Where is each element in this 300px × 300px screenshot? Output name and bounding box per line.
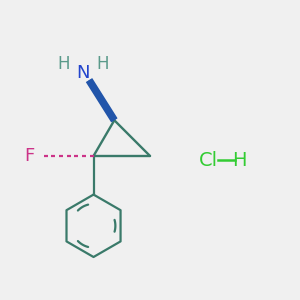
- Text: F: F: [25, 147, 35, 165]
- Text: H: H: [58, 55, 70, 73]
- Text: H: H: [232, 151, 246, 170]
- Text: H: H: [96, 55, 109, 73]
- Text: Cl: Cl: [198, 151, 218, 170]
- Text: N: N: [76, 64, 90, 82]
